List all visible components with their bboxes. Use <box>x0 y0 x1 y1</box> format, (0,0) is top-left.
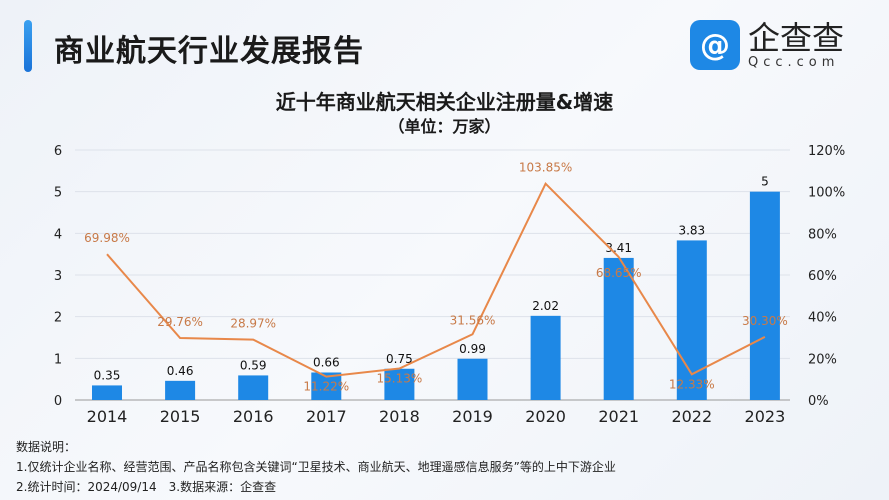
notes-line-1: 1.仅统计企业名称、经营范围、产品名称包含关键词“卫星技术、商业航天、地理遥感信… <box>16 460 616 474</box>
bar-value-label: 0.35 <box>94 368 121 382</box>
bar <box>384 368 415 400</box>
bar <box>603 257 634 400</box>
bar <box>530 315 561 400</box>
bar-value-label: 2.02 <box>532 299 559 313</box>
growth-label: 68.65% <box>596 266 642 280</box>
notes-heading: 数据说明： <box>16 440 77 454</box>
bar-value-label: 0.99 <box>459 342 486 356</box>
x-tick-label: 2021 <box>598 407 639 426</box>
notes-line-2: 2.统计时间：2024/09/14 3.数据来源：企查查 <box>16 480 277 494</box>
bar <box>238 375 269 400</box>
growth-label: 69.98% <box>84 231 130 245</box>
bar-value-label: 5 <box>761 175 769 189</box>
bar <box>676 240 707 400</box>
bar <box>749 191 780 400</box>
right-tick-label: 40% <box>808 311 837 326</box>
left-tick-label: 0 <box>54 394 62 409</box>
growth-label: 30.30% <box>742 314 788 328</box>
right-tick-label: 0% <box>808 394 829 409</box>
x-tick-label: 2020 <box>525 407 566 426</box>
right-tick-label: 120% <box>808 144 845 159</box>
x-tick-label: 2019 <box>452 407 493 426</box>
growth-label: 28.97% <box>230 317 276 331</box>
bar <box>165 380 196 400</box>
title-accent-bar <box>24 20 32 72</box>
x-tick-label: 2022 <box>671 407 712 426</box>
growth-label: 15.13% <box>377 371 423 385</box>
growth-label: 103.85% <box>519 161 572 175</box>
left-tick-label: 4 <box>54 227 62 242</box>
logo-domain: Qcc.com <box>748 54 840 70</box>
chart-subtitle: （单位：万家） <box>388 117 501 136</box>
qcc-logo: @ 企查查 Qcc.com <box>690 20 844 70</box>
right-tick-label: 60% <box>808 269 837 284</box>
chart-title: 近十年商业航天相关企业注册量&增速 <box>275 90 614 114</box>
bar-value-label: 0.66 <box>313 356 340 370</box>
x-tick-label: 2023 <box>745 407 786 426</box>
bar-value-label: 0.46 <box>167 364 194 378</box>
growth-label: 29.76% <box>157 315 203 329</box>
bar-value-label: 0.59 <box>240 358 267 372</box>
left-tick-label: 2 <box>54 311 62 326</box>
left-tick-label: 1 <box>54 352 62 367</box>
x-tick-label: 2014 <box>87 407 128 426</box>
notes: 数据说明： 1.仅统计企业名称、经营范围、产品名称包含关键词“卫星技术、商业航天… <box>16 437 616 497</box>
growth-label: 12.33% <box>669 377 715 391</box>
left-tick-label: 6 <box>54 144 62 159</box>
x-tick-label: 2017 <box>306 407 347 426</box>
growth-label: 11.22% <box>303 380 349 394</box>
bar <box>92 385 122 400</box>
bar-value-label: 0.75 <box>386 352 413 366</box>
left-tick-label: 3 <box>54 269 62 284</box>
logo-name: 企查查 <box>748 18 845 57</box>
growth-line <box>106 181 766 378</box>
x-tick-label: 2015 <box>160 407 201 426</box>
right-tick-label: 100% <box>808 186 845 201</box>
qcc-logo-icon: @ <box>690 20 740 70</box>
right-tick-label: 20% <box>808 352 837 367</box>
growth-label: 31.56% <box>450 313 496 327</box>
right-tick-label: 80% <box>808 227 837 242</box>
x-tick-label: 2016 <box>233 407 274 426</box>
left-tick-label: 5 <box>54 186 62 201</box>
bar <box>457 358 488 400</box>
report-title: 商业航天行业发展报告 <box>54 34 364 69</box>
bar-value-label: 3.83 <box>678 223 705 237</box>
x-tick-label: 2018 <box>379 407 420 426</box>
